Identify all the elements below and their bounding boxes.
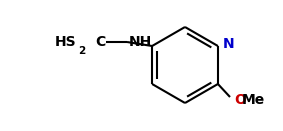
Text: NH: NH: [129, 35, 152, 49]
Text: HS: HS: [55, 35, 77, 49]
Text: O: O: [234, 93, 246, 107]
Text: Me: Me: [242, 93, 265, 107]
Text: 2: 2: [78, 46, 85, 56]
Text: C: C: [95, 35, 105, 49]
Text: N: N: [223, 37, 235, 51]
